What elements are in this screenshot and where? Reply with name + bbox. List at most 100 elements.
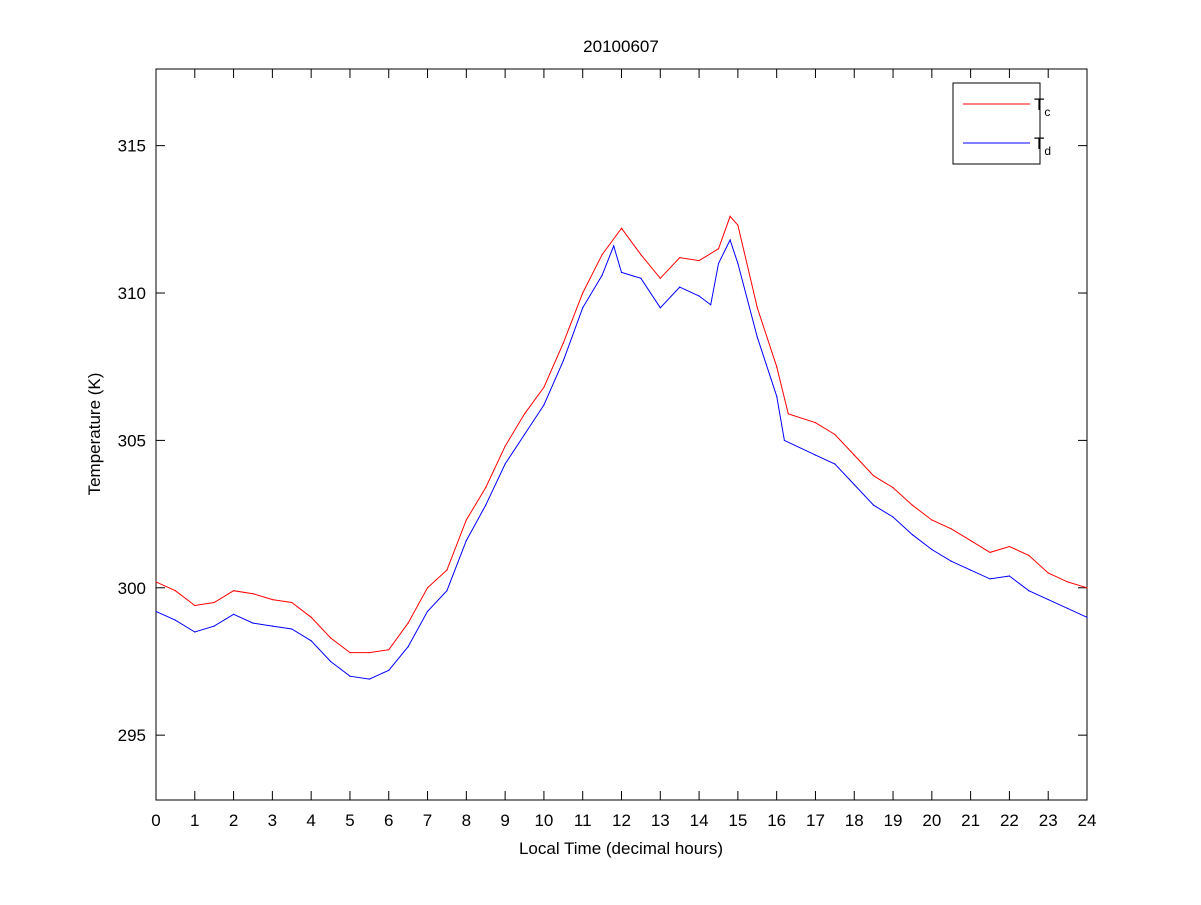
data-point-Td bbox=[729, 239, 731, 241]
data-point-Tc bbox=[543, 386, 545, 388]
data-point-Tc bbox=[717, 248, 720, 250]
plot-area bbox=[155, 68, 1088, 801]
x-tick-label: 23 bbox=[1039, 811, 1058, 830]
y-axis-label: Temperature (K) bbox=[85, 373, 104, 496]
series-line-Tc bbox=[155, 215, 1088, 654]
data-point-Td bbox=[989, 578, 991, 580]
data-point-Tc bbox=[737, 224, 739, 226]
y-tick-label: 295 bbox=[118, 726, 146, 745]
data-point-Td bbox=[783, 439, 786, 441]
data-point-Tc bbox=[989, 551, 991, 554]
x-tick-label: 24 bbox=[1078, 811, 1097, 830]
y-tick-label: 310 bbox=[118, 284, 146, 303]
data-point-Tc bbox=[291, 601, 293, 604]
data-point-Td bbox=[911, 534, 914, 536]
data-point-Td bbox=[407, 646, 409, 648]
data-point-Td bbox=[582, 307, 584, 309]
data-point-Td bbox=[717, 262, 720, 265]
data-point-Td bbox=[232, 613, 235, 615]
x-tick-label: 14 bbox=[690, 811, 709, 830]
data-point-Td bbox=[710, 304, 712, 306]
data-point-Td bbox=[174, 619, 176, 621]
data-point-Tc bbox=[853, 454, 855, 456]
data-point-Td bbox=[562, 360, 564, 362]
x-tick-label: 13 bbox=[651, 811, 670, 830]
y-tick-label: 300 bbox=[118, 579, 146, 598]
data-point-Tc bbox=[679, 257, 681, 259]
data-point-Tc bbox=[329, 637, 332, 639]
data-point-Tc bbox=[601, 254, 603, 256]
data-point-Tc bbox=[931, 519, 933, 521]
x-tick-label: 2 bbox=[229, 811, 238, 830]
data-point-Tc bbox=[213, 601, 215, 604]
x-tick-label: 0 bbox=[151, 811, 160, 830]
data-point-Tc bbox=[787, 413, 789, 415]
data-point-Td bbox=[1028, 590, 1030, 592]
data-point-Td bbox=[737, 262, 739, 265]
data-point-Td bbox=[931, 548, 933, 551]
x-tick-label: 17 bbox=[806, 811, 825, 830]
data-point-Td bbox=[620, 271, 623, 273]
data-point-Tc bbox=[407, 622, 409, 624]
data-point-Tc bbox=[873, 475, 875, 477]
series-line-Td bbox=[155, 238, 1088, 680]
data-point-Tc bbox=[174, 590, 176, 592]
data-point-Tc bbox=[620, 227, 623, 229]
data-point-Tc bbox=[814, 422, 817, 424]
data-point-Tc bbox=[834, 433, 836, 436]
data-point-Td bbox=[543, 404, 545, 406]
data-point-Tc bbox=[1008, 545, 1011, 548]
x-tick-label: 19 bbox=[884, 811, 903, 830]
data-point-Tc bbox=[252, 593, 254, 595]
data-point-Tc bbox=[388, 649, 390, 651]
data-point-Tc bbox=[1067, 581, 1069, 583]
x-tick-label: 9 bbox=[500, 811, 509, 830]
data-point-Tc bbox=[504, 445, 506, 447]
x-tick-label: 4 bbox=[306, 811, 315, 830]
data-point-Td bbox=[950, 560, 952, 562]
data-point-Td bbox=[873, 504, 875, 506]
data-point-Tc bbox=[698, 259, 700, 262]
data-point-Td bbox=[349, 675, 351, 677]
data-point-Tc bbox=[155, 581, 157, 583]
data-point-Td bbox=[679, 286, 681, 288]
data-point-Tc bbox=[194, 604, 196, 607]
data-point-Td bbox=[388, 669, 390, 671]
data-point-Tc bbox=[659, 277, 661, 279]
y-tick-label: 305 bbox=[118, 431, 146, 450]
data-point-Tc bbox=[368, 652, 370, 654]
data-point-Td bbox=[1086, 616, 1088, 618]
data-point-Td bbox=[465, 540, 467, 542]
legend-label-td: Td bbox=[1034, 134, 1051, 158]
data-point-Tc bbox=[1047, 572, 1049, 574]
data-point-Td bbox=[892, 516, 894, 518]
data-point-Tc bbox=[446, 569, 448, 571]
x-tick-label: 20 bbox=[922, 811, 941, 830]
data-point-Tc bbox=[310, 616, 312, 618]
data-point-Td bbox=[814, 454, 817, 456]
x-axis-label: Local Time (decimal hours) bbox=[519, 839, 723, 858]
data-point-Tc bbox=[776, 366, 778, 368]
data-point-Tc bbox=[523, 413, 526, 415]
data-point-Td bbox=[485, 504, 487, 506]
data-point-Tc bbox=[729, 215, 731, 217]
data-point-Tc bbox=[465, 519, 467, 521]
x-tick-label: 6 bbox=[384, 811, 393, 830]
data-point-Tc bbox=[1028, 554, 1030, 556]
x-tick-label: 16 bbox=[767, 811, 786, 830]
data-point-Td bbox=[155, 610, 157, 612]
data-point-Td bbox=[834, 463, 836, 465]
data-point-Td bbox=[640, 277, 642, 279]
data-point-Td bbox=[698, 295, 700, 297]
data-point-Tc bbox=[970, 540, 972, 542]
data-point-Tc bbox=[485, 486, 487, 489]
data-point-Td bbox=[776, 395, 778, 397]
x-tick-label: 3 bbox=[268, 811, 277, 830]
data-point-Tc bbox=[1086, 587, 1088, 589]
data-point-Td bbox=[613, 245, 615, 247]
data-point-Td bbox=[329, 660, 332, 663]
x-tick-label: 8 bbox=[462, 811, 471, 830]
data-point-Td bbox=[271, 625, 273, 627]
x-tick-label: 18 bbox=[845, 811, 864, 830]
